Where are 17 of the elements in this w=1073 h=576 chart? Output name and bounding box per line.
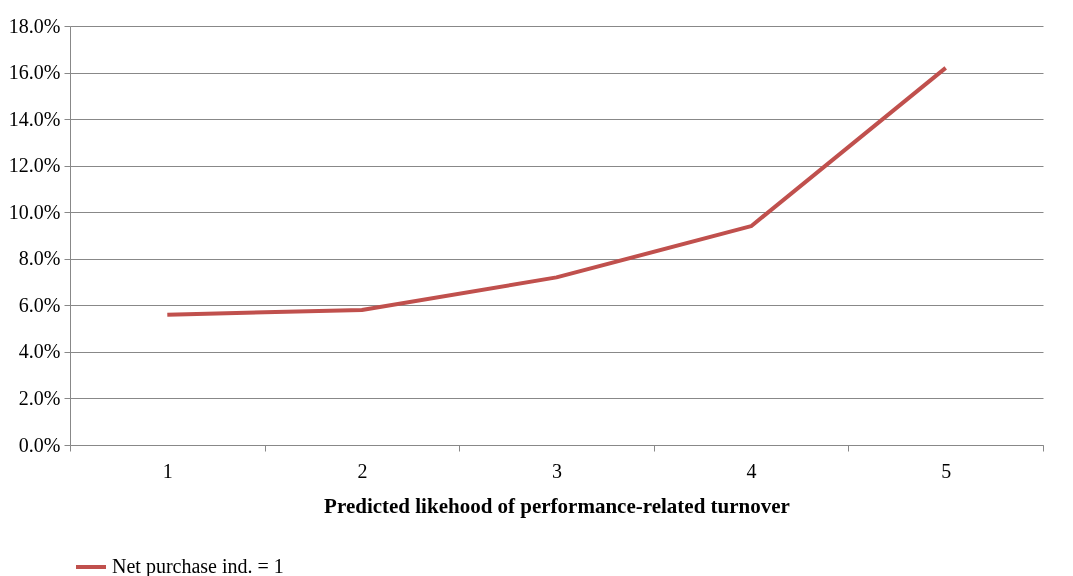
y-tick-label: 12.0% (8, 154, 61, 177)
x-axis-title: Predicted likehood of performance-related turnover (324, 493, 790, 518)
y-tick-label: 2.0% (18, 386, 61, 409)
y-tick-label: 0.0% (18, 433, 61, 456)
y-tick-label: 18.0% (8, 14, 61, 37)
line-series (165, 65, 948, 317)
x-tick-label: 4 (746, 459, 757, 482)
x-tick-label: 1 (162, 459, 173, 482)
x-tick-label: 2 (357, 459, 368, 482)
y-tick-label: 16.0% (8, 61, 61, 84)
y-tick-label: 6.0% (18, 293, 61, 316)
y-tick-label: 4.0% (18, 340, 61, 363)
x-tick-label: 3 (552, 459, 562, 482)
y-tick-label: 14.0% (8, 107, 61, 130)
y-tick-label: 10.0% (8, 200, 61, 223)
y-tick-label: 8.0% (18, 247, 61, 270)
x-tick-label: 5 (941, 459, 952, 482)
